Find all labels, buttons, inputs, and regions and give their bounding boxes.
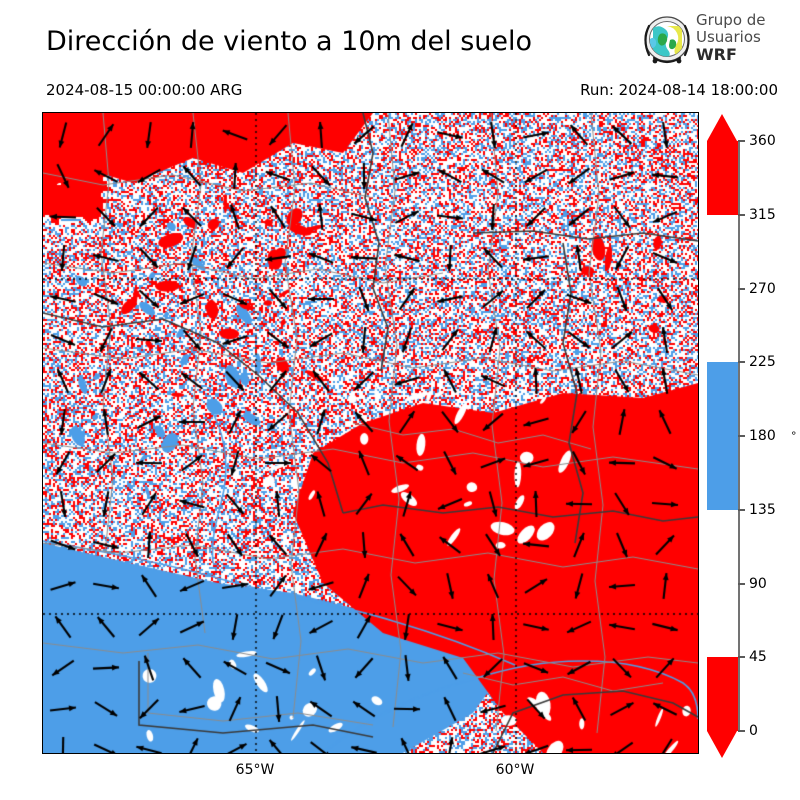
globe-emblem-icon <box>644 16 690 64</box>
colorbar-tick-mark <box>738 435 745 437</box>
colorbar-tick-label: 45 <box>749 649 767 666</box>
colorbar-tick-label: 0 <box>749 723 758 739</box>
colorbar-tick-label: 270 <box>749 280 776 297</box>
run-time-label: Run: 2024-08-14 18:00:00 <box>580 81 778 99</box>
colorbar-tick-label: 225 <box>749 354 776 371</box>
page-title: Dirección de viento a 10m del suelo <box>46 26 533 57</box>
colorbar-extend-low-arrow <box>707 731 737 758</box>
colorbar-gradient <box>707 141 738 731</box>
colorbar-tick-label: 315 <box>749 206 776 223</box>
colorbar-segment <box>707 214 738 363</box>
colorbar: 360 315 270 225 180 135 90 45 0 ° <box>707 114 797 758</box>
colorbar-tick-mark <box>738 140 745 142</box>
colorbar-segment <box>707 362 738 510</box>
map-plot-area[interactable] <box>42 112 699 754</box>
x-axis-tick-label: 65°W <box>235 762 275 778</box>
logo-line-3: WRF <box>696 45 737 64</box>
x-axis-tick-label: 60°W <box>495 762 535 778</box>
colorbar-extend-high-arrow <box>707 114 737 141</box>
colorbar-tick-mark <box>738 287 745 290</box>
logo-text-block: Grupo de Usuarios WRF <box>696 11 766 64</box>
logo-line-2: Usuarios <box>696 28 761 46</box>
wrf-user-group-logo: Grupo de Usuarios WRF <box>640 12 792 70</box>
logo-line-1: Grupo de <box>696 11 766 29</box>
wind-direction-map-canvas[interactable] <box>43 113 698 753</box>
colorbar-segment <box>707 509 738 658</box>
colorbar-tick-label: 90 <box>749 575 767 592</box>
colorbar-tick-mark <box>738 656 745 659</box>
colorbar-tick-mark <box>738 213 745 216</box>
colorbar-tick-label: 360 <box>749 133 776 149</box>
valid-time-label: 2024-08-15 00:00:00 ARG <box>46 81 243 99</box>
colorbar-tick-mark <box>738 582 745 585</box>
colorbar-tick-label: 180 <box>749 428 776 444</box>
colorbar-tick-mark <box>738 730 745 732</box>
colorbar-tick-label: 135 <box>749 501 776 518</box>
colorbar-segment <box>707 141 738 215</box>
colorbar-unit-label: ° <box>791 429 797 443</box>
colorbar-tick-mark <box>738 361 745 364</box>
colorbar-segment <box>707 657 738 731</box>
colorbar-tick-mark <box>738 508 745 511</box>
